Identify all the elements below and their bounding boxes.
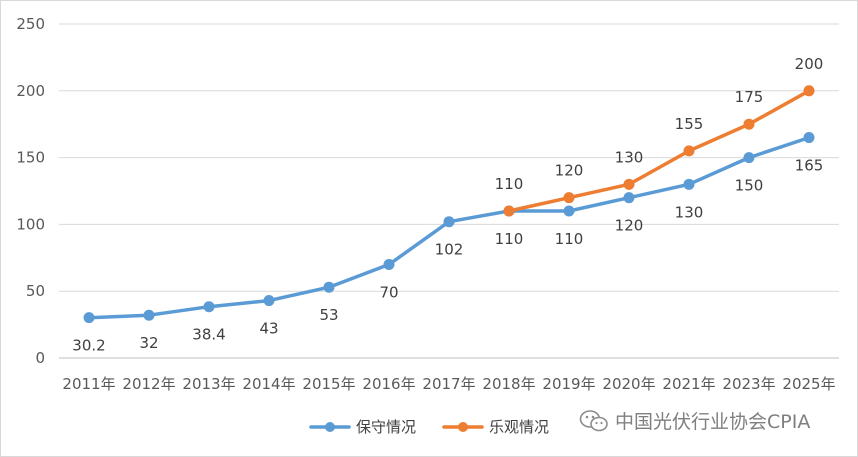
x-tick-label: 2016年 <box>362 375 415 393</box>
x-tick-label: 2020年 <box>602 375 655 393</box>
data-label: 110 <box>495 230 524 248</box>
watermark-text: 中国光伏行业协会CPIA <box>615 411 811 433</box>
legend-label: 乐观情况 <box>489 418 549 436</box>
data-label: 32 <box>139 334 158 352</box>
data-point <box>143 309 155 321</box>
y-tick-label: 200 <box>16 82 45 100</box>
data-point <box>743 152 755 164</box>
data-label: 110 <box>555 230 584 248</box>
data-label: 43 <box>259 320 278 338</box>
series-line-2 <box>507 89 811 213</box>
legend-swatch-marker <box>325 422 335 432</box>
data-point <box>623 178 635 190</box>
x-tick-label: 2013年 <box>182 375 235 393</box>
data-point <box>743 118 755 130</box>
data-point <box>443 216 455 228</box>
data-label: 30.2 <box>72 337 105 355</box>
data-point <box>563 192 575 204</box>
data-label: 53 <box>319 306 338 324</box>
data-point <box>203 301 215 313</box>
data-point <box>83 312 95 324</box>
wechat-icon <box>579 409 608 431</box>
x-tick-label: 2018年 <box>482 375 535 393</box>
data-label: 130 <box>615 148 644 166</box>
x-tick-label: 2025年 <box>782 375 835 393</box>
x-tick-label: 2017年 <box>422 375 475 393</box>
legend-swatch-marker <box>458 422 468 432</box>
data-label: 165 <box>795 157 824 175</box>
y-tick-label: 150 <box>16 149 45 167</box>
x-tick-label: 2014年 <box>242 375 295 393</box>
y-tick-label: 50 <box>26 282 45 300</box>
data-label: 150 <box>735 177 764 195</box>
data-point <box>683 178 695 190</box>
x-tick-label: 2012年 <box>122 375 175 393</box>
data-points <box>83 85 815 324</box>
x-tick-label: 2019年 <box>542 375 595 393</box>
data-label: 38.4 <box>192 326 225 344</box>
data-labels: 30.2 32 38.4 43 53 70 102 110 110 120 130 150 165 110… <box>72 55 823 355</box>
data-point <box>803 85 815 97</box>
data-label: 130 <box>675 203 704 221</box>
data-point <box>383 258 395 270</box>
data-label: 110 <box>495 175 524 193</box>
data-label: 155 <box>675 115 704 133</box>
data-label: 200 <box>795 55 824 73</box>
data-point <box>683 145 695 157</box>
gridlines <box>59 23 839 359</box>
x-tick-label: 2021年 <box>662 375 715 393</box>
data-label: 70 <box>379 283 398 301</box>
data-label: 175 <box>735 88 764 106</box>
y-tick-label: 250 <box>16 15 45 33</box>
data-point <box>623 192 635 204</box>
legend: 保守情况 乐观情况 <box>309 418 549 436</box>
data-point <box>263 295 275 307</box>
legend-label: 保守情况 <box>356 418 416 436</box>
data-point <box>503 205 515 217</box>
series-line-1 <box>87 135 811 320</box>
x-tick-label: 2011年 <box>62 375 115 393</box>
watermark: 中国光伏行业协会CPIA <box>579 407 810 434</box>
y-axis: 0 50 100 150 200 250 <box>16 15 45 367</box>
x-tick-label: 2023年 <box>722 375 775 393</box>
x-axis: 2011年 2012年 2013年 2014年 2015年 2016年 2017年 2018年… <box>62 375 835 393</box>
data-label: 120 <box>615 217 644 235</box>
data-label: 120 <box>555 162 584 180</box>
y-tick-label: 100 <box>16 215 45 233</box>
x-tick-label: 2015年 <box>302 375 355 393</box>
y-tick-label: 0 <box>35 349 45 367</box>
data-point <box>563 205 575 217</box>
data-point <box>803 132 815 144</box>
data-point <box>323 281 335 293</box>
data-label: 102 <box>435 241 464 259</box>
